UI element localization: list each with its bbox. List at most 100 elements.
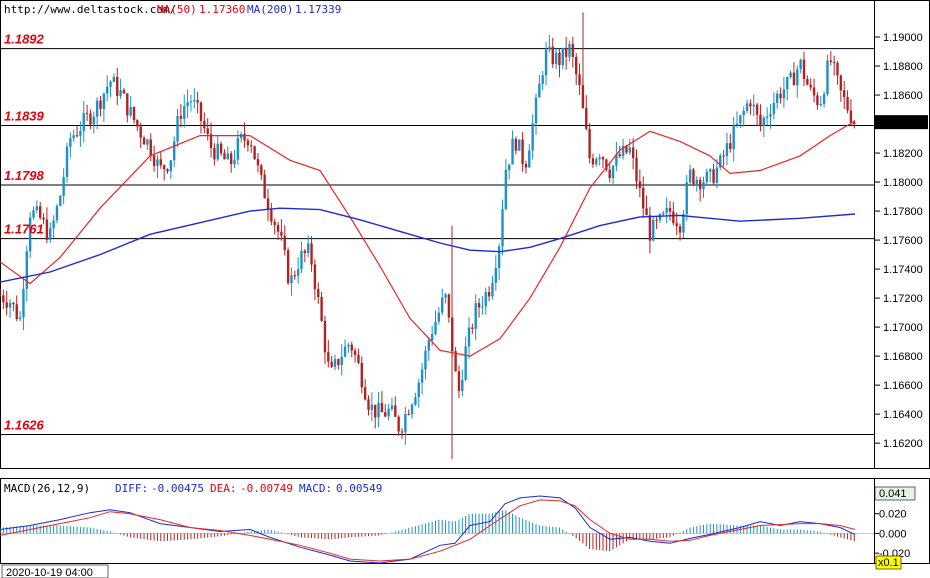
price-tick-label: 1.18800 [883, 61, 923, 73]
candle-body [203, 120, 206, 129]
candle-body [193, 100, 196, 102]
candle-body [782, 89, 786, 99]
candle-body [628, 147, 631, 153]
candle-body [169, 160, 173, 172]
candle-body [430, 334, 434, 341]
candle-body [729, 143, 732, 149]
macd-diff-value: -0.00475 [151, 482, 204, 495]
candle-body [588, 128, 591, 159]
candle-body [213, 147, 216, 160]
candle-body [749, 103, 752, 107]
candle-body [5, 302, 8, 308]
candle-body [323, 320, 327, 353]
candle-body [119, 90, 122, 96]
candle-body [45, 219, 49, 240]
candle-body [303, 250, 307, 253]
candle-body [836, 62, 839, 76]
candle-body [229, 153, 233, 165]
candle-body [360, 362, 363, 388]
candle-body [755, 104, 759, 115]
price-axis-frame [874, 0, 930, 469]
candle-body [427, 340, 430, 351]
candle-body [444, 294, 447, 298]
candle-body [136, 120, 139, 127]
candle-body [216, 143, 219, 160]
candle-body [776, 93, 779, 104]
candle-body [276, 224, 280, 232]
current-price-marker: 1.18413 [875, 115, 928, 130]
candle-body [501, 209, 504, 247]
candle-body [337, 359, 340, 365]
candle-body [132, 106, 136, 121]
candle-body [243, 134, 246, 141]
ma50-line [0, 120, 856, 357]
candle-body [219, 143, 223, 154]
level-label: 1.1798 [4, 168, 45, 183]
candle-body [22, 288, 25, 318]
candle-body [735, 123, 739, 126]
macd-plot-frame [0, 478, 875, 564]
candle-body [0, 295, 2, 297]
candle-body [571, 43, 575, 57]
candle-body [363, 387, 367, 400]
price-tick-label: 1.16800 [883, 351, 923, 363]
candle-body [266, 198, 270, 210]
candle-body [434, 321, 437, 335]
price-tick-label: 1.17400 [883, 264, 923, 276]
candle-body [759, 114, 762, 126]
candle-body [390, 405, 394, 409]
candle-body [464, 346, 467, 380]
candle-body [236, 138, 240, 160]
candle-body [380, 403, 384, 413]
candle-body [625, 145, 628, 153]
candle-body [702, 182, 705, 190]
candle-body [832, 61, 836, 63]
candle-body [809, 84, 812, 88]
candle-body [246, 140, 250, 146]
candle-body [635, 157, 638, 182]
candle-body [95, 100, 99, 117]
candle-body [112, 77, 116, 82]
candle-body [8, 302, 12, 308]
ma50-legend-label: MA(50) [157, 3, 197, 16]
candle-body [849, 110, 853, 123]
candle-body [467, 327, 471, 347]
candle-body [839, 75, 843, 91]
candle-body [843, 90, 846, 98]
candle-body [494, 267, 497, 283]
candle-body [819, 103, 822, 106]
candle-body [226, 153, 229, 160]
candle-body [414, 397, 417, 405]
candle-body [85, 113, 89, 115]
candle-body [652, 219, 655, 241]
candle-body [853, 122, 856, 125]
candle-body [528, 150, 531, 168]
candle-body [253, 146, 256, 160]
candle-body [816, 95, 819, 106]
candle-body [621, 145, 625, 157]
candle-body [290, 275, 293, 284]
candle-body [802, 59, 806, 79]
macd-tick-label: 0.041 [879, 488, 907, 500]
candle-body [608, 169, 611, 179]
candle-body [575, 56, 578, 75]
candle-body [752, 104, 755, 107]
candle-body [786, 77, 789, 90]
candle-body [15, 304, 18, 320]
candle-body [642, 187, 645, 209]
macd-diff-label: DIFF: [115, 482, 148, 495]
candle-body [102, 93, 106, 109]
scale-badge [875, 555, 902, 570]
candle-body [645, 208, 648, 216]
price-tick-label: 1.18200 [883, 148, 923, 160]
candle-body [179, 115, 183, 119]
candle-body [638, 181, 642, 188]
candle-body [260, 165, 263, 175]
candle-body [474, 303, 477, 329]
candle-body [300, 250, 303, 270]
price-tick-label: 1.19000 [883, 32, 923, 44]
candle-body [159, 159, 162, 166]
candle-body [199, 102, 203, 121]
